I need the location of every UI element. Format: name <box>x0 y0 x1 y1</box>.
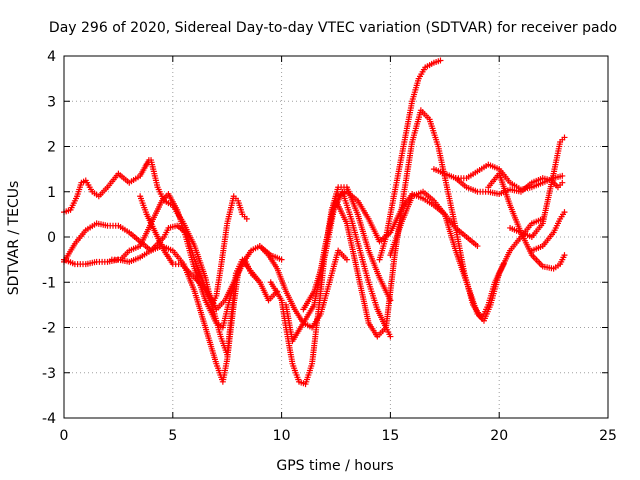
y-tick-label: -3 <box>42 366 56 382</box>
data-point-markers <box>300 188 394 340</box>
y-tick-label: 4 <box>47 49 56 65</box>
data-point-markers <box>143 157 281 358</box>
data-point-markers <box>528 209 568 254</box>
chart-title: Day 296 of 2020, Sidereal Day-to-day VTE… <box>49 20 617 36</box>
data-point-markers <box>387 188 546 324</box>
y-tick-label: 0 <box>47 230 56 246</box>
series-sat-g <box>256 243 350 331</box>
x-tick-label: 20 <box>490 428 508 444</box>
series-sat-r <box>528 209 568 254</box>
data-point-markers <box>507 134 568 240</box>
y-tick-label: 3 <box>47 94 56 110</box>
series-sat-j <box>300 188 394 340</box>
data-point-markers <box>376 57 444 263</box>
y-tick-label: 2 <box>47 140 56 156</box>
x-tick-label: 5 <box>168 428 177 444</box>
series-sat-l <box>376 57 444 263</box>
y-tick-label: -4 <box>42 411 56 427</box>
x-tick-label: 10 <box>273 428 291 444</box>
y-tick-label: -1 <box>42 275 56 291</box>
x-tick-label: 25 <box>599 428 617 444</box>
axis-ticks: 0 5 10 15 20 25 -4 -3 -2 -1 0 1 2 3 4 <box>42 49 617 444</box>
series-sat-a <box>61 157 152 216</box>
y-axis-label: SDTVAR / TECUs <box>6 181 22 296</box>
data-point-markers <box>61 157 152 216</box>
y-tick-label: -2 <box>42 321 56 337</box>
data-point-markers <box>256 243 350 331</box>
data-points <box>61 57 568 388</box>
series-sat-q <box>507 134 568 240</box>
series-sat-f <box>143 157 281 358</box>
x-axis-label: GPS time / hours <box>276 458 393 474</box>
x-tick-label: 0 <box>60 428 69 444</box>
series-sat-m <box>387 188 546 324</box>
x-tick-label: 15 <box>381 428 399 444</box>
y-tick-label: 1 <box>47 185 56 201</box>
